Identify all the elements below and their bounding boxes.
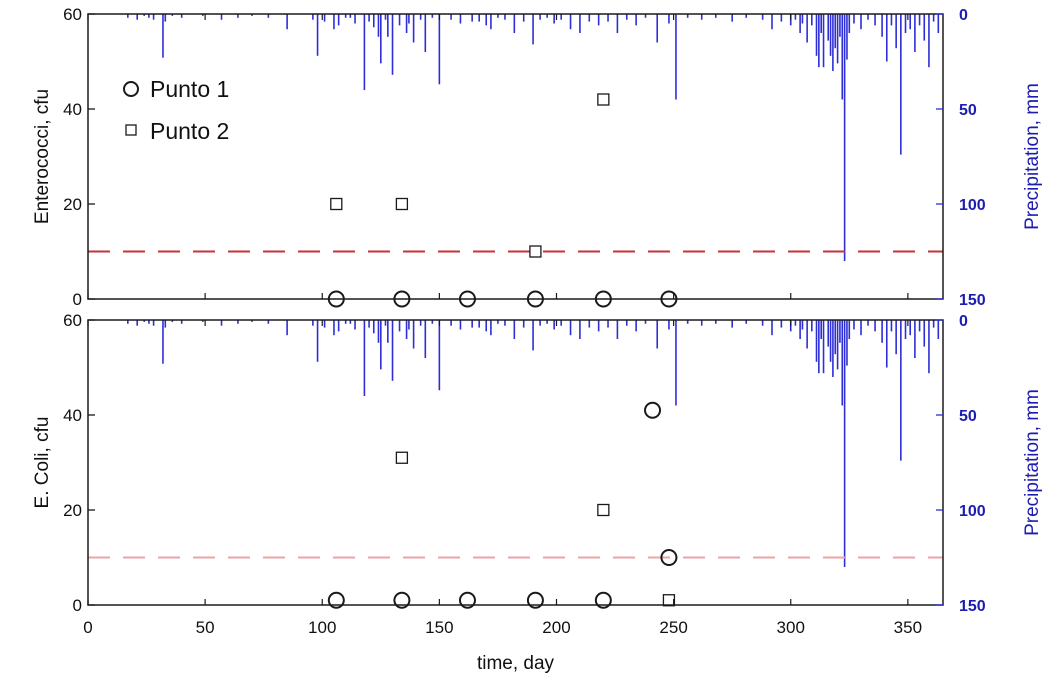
y-tick-label: 0 [73,596,82,615]
enterococci-panel: 0 20 40 60 0 50 100 150 Enterococci, cfu Preci… [32,5,1043,309]
y-axis-label: Enterococci, cfu [32,89,53,224]
right-ticks: 0 50 100 150 [936,7,986,309]
y-tick-label: 20 [63,195,82,214]
precipitation-bars [127,14,940,261]
punto-1-marker [393,591,411,609]
punto-2-marker [662,594,676,607]
y2-tick-label: 150 [959,598,986,615]
y-tick-label: 60 [63,311,82,330]
x-tick-label: 0 [83,618,92,637]
y-axis-label: E. Coli, cfu [32,417,53,509]
precipitation-bars [127,320,940,567]
y2-axis-label: Precipitation, mm [1022,83,1043,230]
left-ticks: 0 20 40 60 [63,5,95,309]
x-tick-label: 200 [542,618,570,637]
y2-tick-label: 50 [959,102,977,119]
legend-circle-icon [123,81,139,97]
x-tick-label: 150 [425,618,453,637]
punto-1-marker [660,549,678,566]
y2-axis-label: Precipitation, mm [1022,389,1043,536]
right-ticks: 0 50 100 150 [936,313,986,615]
y-tick-label: 40 [63,100,82,119]
punto-2-marker [597,93,610,106]
plot-frame [87,13,944,300]
punto-2-marker [395,451,409,464]
y2-tick-label: 50 [959,408,977,425]
x-tick-label: 250 [659,618,687,637]
left-ticks: 0 20 40 60 [63,311,95,615]
y-tick-label: 40 [63,406,82,425]
y2-tick-label: 100 [959,503,986,520]
legend-square-icon [125,124,137,136]
x-ticks: 0 50 100 150 200 250 300 350 [83,320,922,637]
y2-tick-label: 0 [959,313,968,330]
y2-tick-label: 0 [959,7,968,24]
punto-2-markers [330,93,610,258]
x-tick-label: 100 [308,618,336,637]
punto-2-marker [330,197,343,211]
plot-frame [87,319,944,606]
punto-1-marker [526,591,544,609]
punto-1-marker [458,591,476,609]
legend-punto-2: Punto 2 [150,118,229,144]
y-tick-label: 0 [73,290,82,309]
punto-2-marker [529,245,542,258]
x-tick-label: 350 [894,618,922,637]
x-tick-label: 300 [777,618,805,637]
legend: Punto 1 Punto 2 [123,76,229,144]
punto-1-marker [327,591,345,609]
punto-1-markers [327,401,678,609]
y-tick-label: 60 [63,5,82,24]
punto-1-marker [594,591,612,609]
x-tick-label: 50 [196,618,215,637]
x-axis-label: time, day [477,653,555,674]
y2-tick-label: 150 [959,292,986,309]
punto-2-marker [597,503,610,517]
punto-2-markers [395,451,676,607]
punto-1-marker [644,401,662,419]
punto-2-marker [395,197,409,211]
y2-tick-label: 100 [959,197,986,214]
legend-punto-1: Punto 1 [150,76,229,102]
y-tick-label: 20 [63,501,82,520]
